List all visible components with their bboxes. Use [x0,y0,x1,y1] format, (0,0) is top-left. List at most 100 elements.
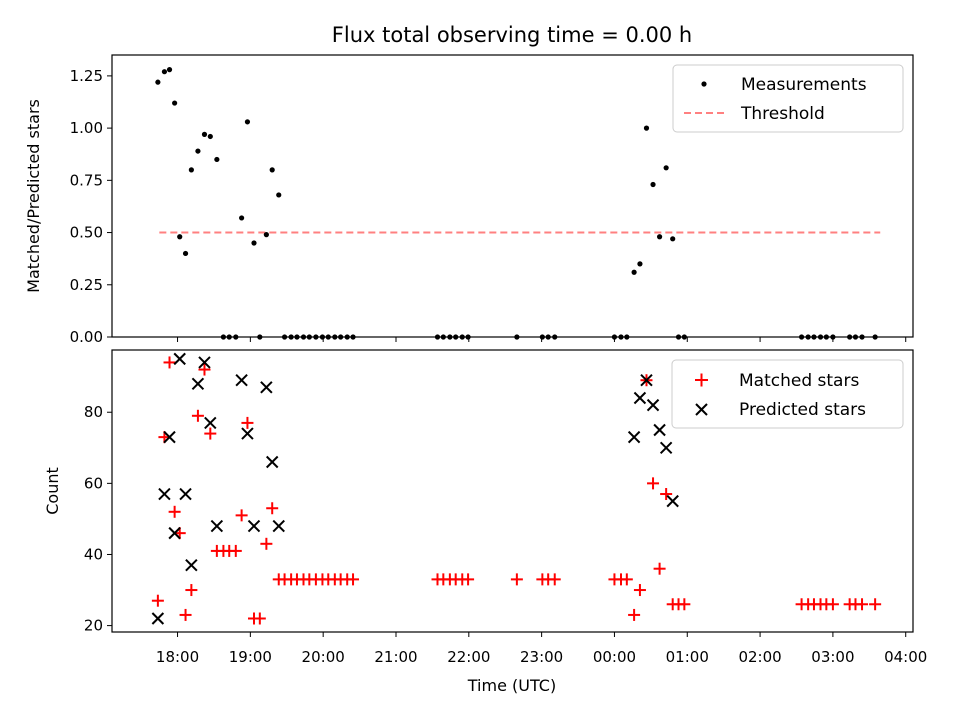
measurement-point [643,125,650,131]
matched-star-point [826,598,839,611]
measurement-point [244,119,251,125]
top-y-tick-label: 0.50 [70,224,103,242]
matched-star-point [628,608,641,621]
x-tick-label: 04:00 [884,648,927,666]
measurement-point [631,269,637,275]
measurement-point [214,156,220,163]
matched-star-point [869,598,882,611]
top-y-axis-label: Matched/Predicted stars [24,99,43,293]
measurement-point [182,250,189,257]
measurement-point [161,69,168,75]
x-tick-label: 18:00 [156,648,199,666]
predicted-star-stroke [272,519,285,533]
predicted-star-stroke [173,352,186,366]
top-y-tick-label: 1.25 [70,67,103,85]
matched-star-point [653,562,666,575]
predicted-star-point [241,427,254,440]
measurement-point [276,192,282,198]
matched-star-point [620,573,633,586]
measurement-point [251,240,257,246]
predicted-star-point [265,455,279,469]
measurement-point [670,236,676,242]
predicted-star-stroke [168,526,181,540]
predicted-star-stroke [627,430,641,444]
predicted-star-point [210,519,224,533]
x-tick-label: 19:00 [229,648,272,666]
legend-predicted-label: Predicted stars [739,400,866,420]
measurement-point [155,79,161,85]
predicted-star-point [653,423,666,437]
predicted-star-stroke [633,391,647,405]
matched-star-point [229,544,242,557]
matched-star-point [163,356,176,369]
bottom-y-axis-label: Count [43,467,62,515]
matched-star-point [179,608,192,621]
x-tick-label: 00:00 [593,648,636,666]
matched-star-point [548,573,561,586]
bottom-y-tick-label: 40 [84,545,103,563]
predicted-star-point [247,519,261,533]
bottom-y-tick-label: 20 [84,617,103,635]
predicted-star-stroke [163,430,176,444]
matched-star-point [347,573,360,586]
matched-star-point [191,409,204,422]
measurement-point [207,133,213,140]
x-axis-label: Time (UTC) [467,676,556,695]
predicted-star-point [633,391,647,405]
predicted-star-point [260,381,273,394]
top-axes-frame [111,54,914,338]
predicted-star-point [163,430,176,444]
measurement-point [177,234,183,240]
matched-star-point [168,505,181,518]
predicted-star-stroke [179,487,192,501]
x-tick-label: 01:00 [666,648,709,666]
predicted-star-stroke [204,416,217,430]
measurement-point [269,167,275,173]
predicted-star-stroke [241,427,254,440]
matched-star-point [185,584,198,597]
legend-threshold-label: Threshold [740,104,825,124]
predicted-star-stroke [247,519,261,533]
top-y-tick-label: 1.00 [70,119,103,137]
measurement-point [637,261,643,267]
top-y-tick-label: 0.00 [70,328,103,346]
x-tick-label: 21:00 [374,648,417,666]
predicted-star-stroke [260,381,273,394]
legend-matched-marker [695,373,708,387]
predicted-star-stroke [659,441,673,455]
predicted-star-stroke [185,558,198,572]
predicted-star-point [666,494,679,508]
predicted-star-point [235,374,248,387]
predicted-star-point [646,398,660,412]
predicted-star-point [158,487,171,501]
x-tick-label: 20:00 [302,648,345,666]
measurement-point [172,100,178,106]
predicted-star-point [191,377,205,390]
measurement-point [263,232,269,238]
predicted-star-stroke [191,377,205,390]
measurement-point [201,131,208,137]
matched-star-point [198,363,211,376]
predicted-star-stroke [198,356,211,369]
predicted-star-stroke [265,455,279,469]
predicted-star-stroke [653,423,666,437]
bottom-legend-box [671,359,904,429]
matched-star-point [235,509,248,522]
top-y-tick-label: 0.75 [70,171,103,189]
top-legend: Measurements Threshold [672,64,904,133]
top-plot-area: 0.00 0.25 0.50 0.75 1.00 1.25 [70,67,907,346]
matched-star-point [462,573,475,586]
measurement-point [166,67,173,73]
matched-star-point [660,488,673,501]
x-tick-label: 23:00 [520,648,563,666]
predicted-star-point [659,441,673,455]
predicted-star-stroke [210,519,224,533]
measurement-point [650,181,656,188]
measurement-point [656,234,663,240]
predicted-star-point [640,374,653,387]
x-tick-label: 03:00 [811,648,854,666]
x-tick-label: 22:00 [447,648,490,666]
measurement-point [188,167,194,173]
predicted-star-stroke [151,612,165,625]
chart-title: Flux total observing time = 0.00 h [332,23,692,47]
